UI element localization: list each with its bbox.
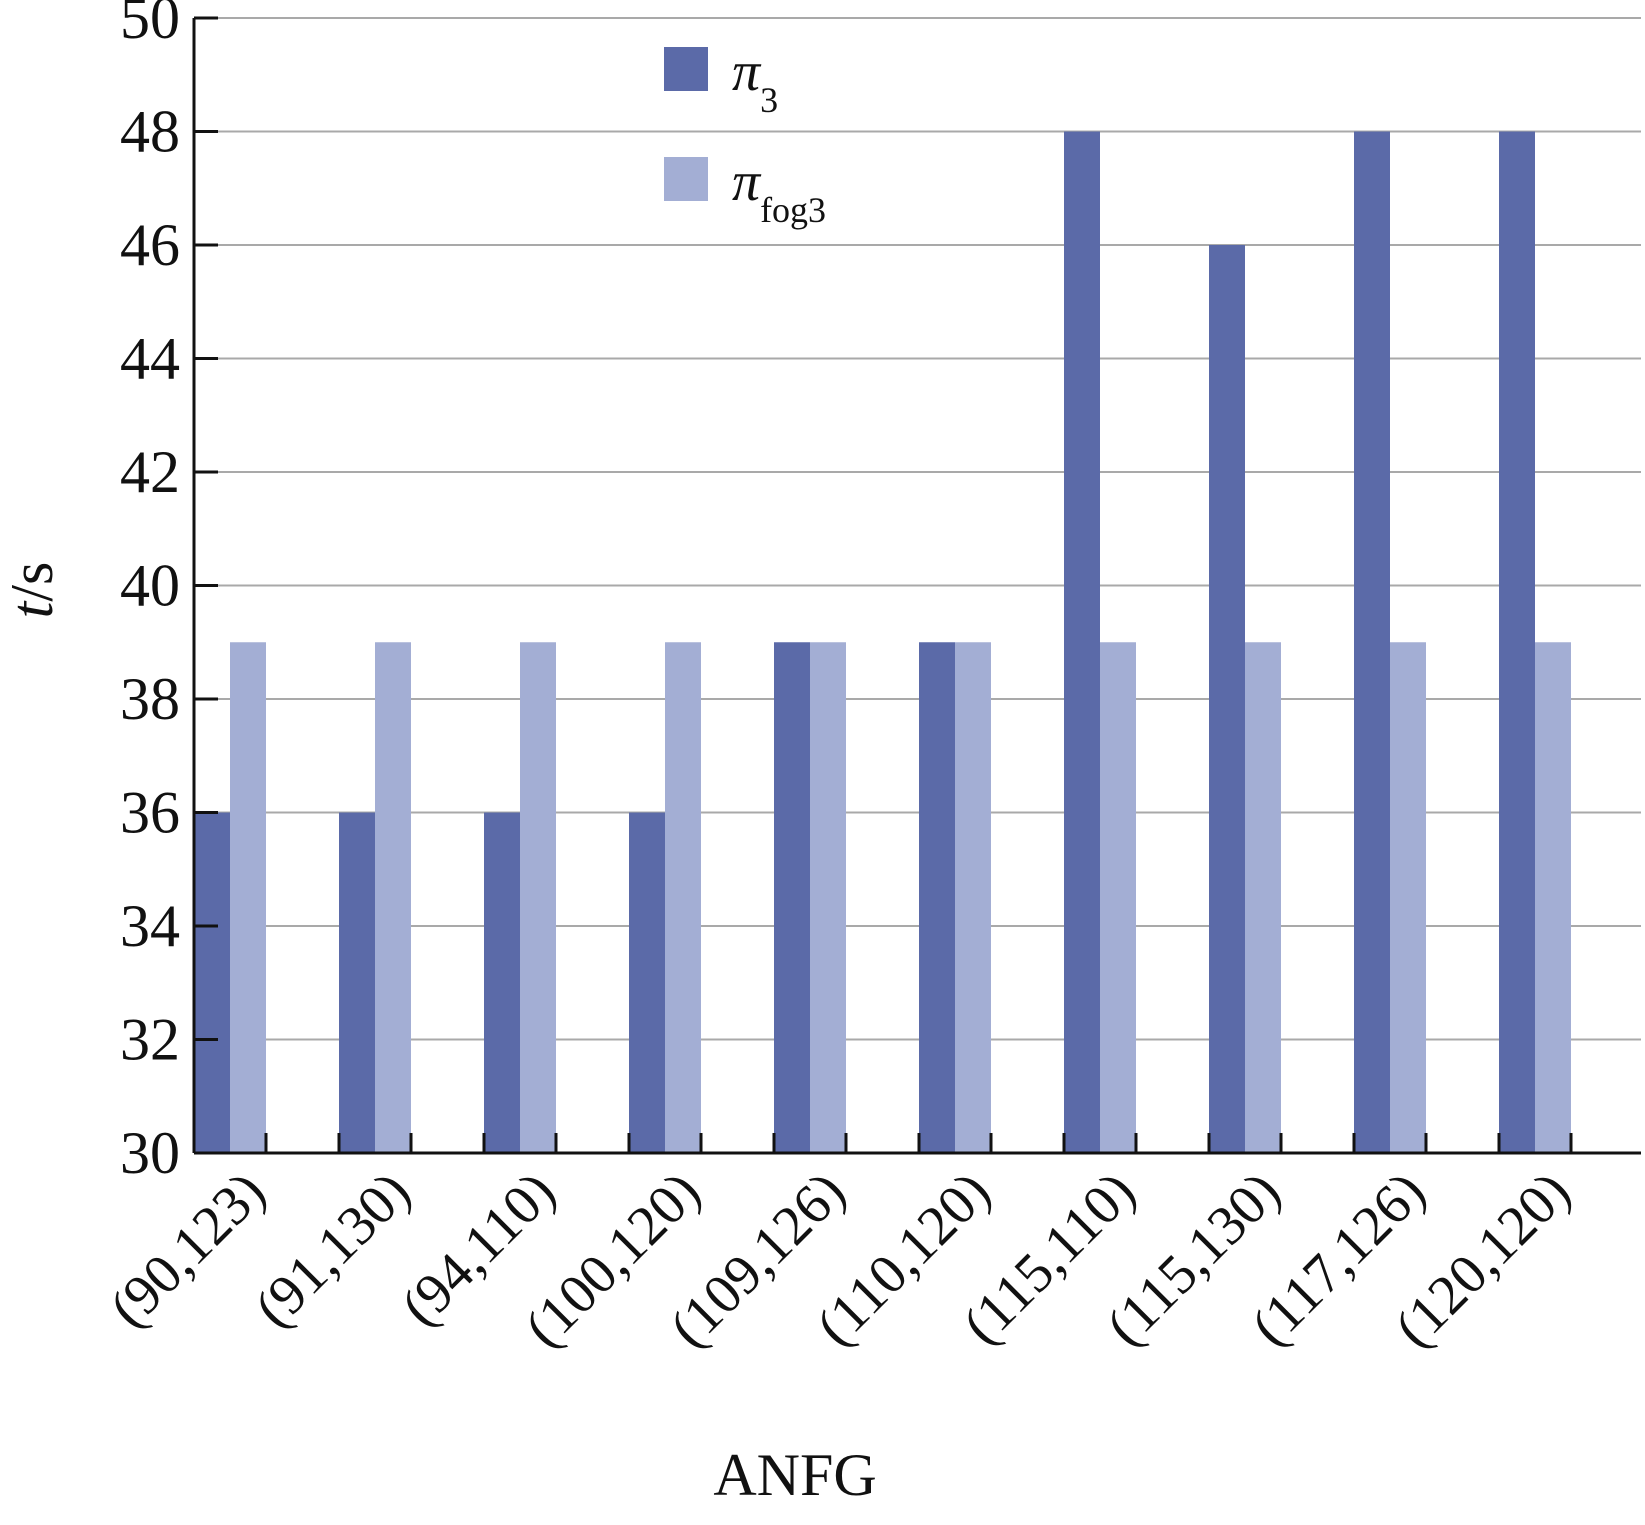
bar-series-2-6	[1100, 642, 1136, 1153]
bar-series-2-1	[375, 642, 411, 1153]
bar-series-2-9	[1535, 642, 1571, 1153]
y-axis-title-var: t	[0, 600, 65, 618]
bar-series-1-5	[919, 642, 955, 1153]
legend: π3 πfog3	[664, 41, 826, 230]
x-tick-label-0: (90,123)	[98, 1160, 277, 1339]
y-tick-label-36: 36	[120, 780, 180, 846]
x-tick-label-1: (91,130)	[243, 1160, 422, 1339]
axes	[192, 16, 1641, 1155]
grid-lines	[194, 17, 1641, 1041]
bar-series-2-4	[810, 642, 846, 1153]
legend-swatch-series-1	[664, 47, 708, 91]
bar-series-1-2	[484, 812, 520, 1153]
y-tick-label-42: 42	[120, 439, 180, 505]
y-tick-labels: 30 32 34 36 38 40 42 44 46 48 50	[120, 0, 180, 1186]
y-axis-title-unit: /s	[0, 562, 65, 602]
bar-series-1-3	[629, 812, 665, 1153]
x-tick-labels: (90,123)(91,130)(94,110)(100,120)(109,12…	[98, 1160, 1582, 1359]
bar-series-1-7	[1209, 245, 1245, 1153]
bar-series-1-4	[774, 642, 810, 1153]
bar-series-2-3	[665, 642, 701, 1153]
bar-series-2-5	[955, 642, 991, 1153]
y-tick-label-38: 38	[120, 666, 180, 732]
y-tick-label-32: 32	[120, 1007, 180, 1073]
legend-swatch-series-2	[664, 157, 708, 201]
y-tick-label-48: 48	[120, 99, 180, 165]
bar-series-1-8	[1354, 131, 1390, 1153]
y-tick-label-30: 30	[120, 1120, 180, 1186]
y-tick-label-34: 34	[120, 893, 180, 959]
legend-label-series-1: π3	[732, 41, 778, 120]
bar-series-2-0	[230, 642, 266, 1153]
bars	[194, 131, 1571, 1153]
y-axis-title: t/s	[0, 562, 65, 619]
bar-series-1-9	[1499, 131, 1535, 1153]
bar-series-2-8	[1390, 642, 1426, 1153]
legend-label-series-1-sub: 3	[760, 80, 778, 120]
bar-series-1-0	[194, 812, 230, 1153]
x-axis-title: ANFG	[713, 1442, 876, 1508]
y-tick-label-44: 44	[120, 326, 180, 392]
legend-label-series-2-main: π	[732, 151, 762, 213]
legend-label-series-2: πfog3	[732, 151, 826, 230]
y-tick-label-50: 50	[120, 0, 180, 51]
bar-series-2-2	[520, 642, 556, 1153]
y-tick-label-46: 46	[120, 212, 180, 278]
legend-label-series-1-main: π	[732, 41, 762, 103]
bar-series-1-1	[339, 812, 375, 1153]
bar-series-2-7	[1245, 642, 1281, 1153]
legend-label-series-2-sub: fog3	[760, 190, 826, 230]
bar-series-1-6	[1064, 131, 1100, 1153]
y-tick-label-40: 40	[120, 553, 180, 619]
